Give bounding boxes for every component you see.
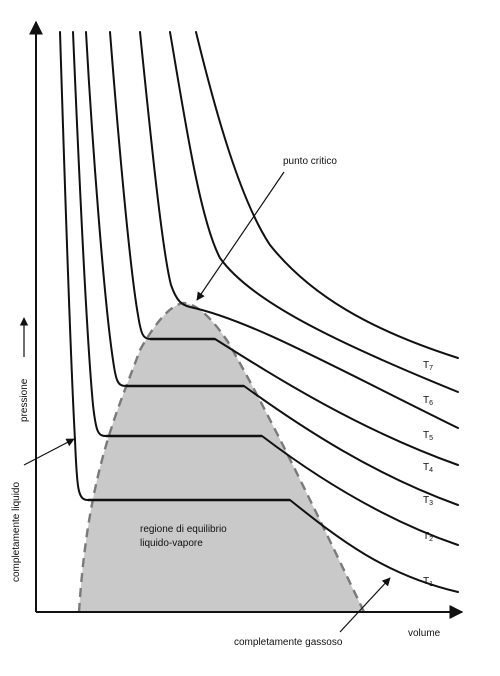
region-label-line2: liquido-vapore	[140, 538, 203, 549]
gas-label: completamente gassoso	[234, 637, 343, 648]
isotherm-label-t7: T7	[423, 360, 433, 372]
critical-point-arrow	[196, 171, 285, 301]
isotherm-label-t2: T2	[423, 531, 433, 543]
x-axis-label: volume	[408, 628, 441, 639]
dome-boundary-dashed	[77, 301, 366, 613]
critical-point-label: punto critico	[283, 156, 337, 167]
isotherm-t5	[139, 31, 459, 429]
isotherm-label-t1: T1	[423, 576, 433, 588]
isotherm-label-t4: T4	[423, 462, 433, 474]
equilibrium-region	[79, 303, 364, 612]
region-label-line1: regione di equilibrio	[140, 524, 227, 535]
isotherm-t2	[72, 31, 459, 546]
gas-arrow	[339, 577, 391, 633]
liquid-label: completamente liquido	[11, 482, 22, 582]
isotherm-t4	[109, 31, 459, 466]
y-axis-label: pressione	[19, 378, 30, 422]
isotherm-t1	[59, 31, 459, 593]
liquid-arrow	[23, 438, 75, 466]
isotherm-t3	[85, 31, 459, 506]
isotherm-label-t5: T5	[423, 430, 433, 442]
isotherm-label-t6: T6	[423, 395, 433, 407]
isotherm-t6	[169, 31, 459, 393]
isotherm-t7	[195, 31, 459, 359]
isotherm-label-t3: T3	[423, 495, 433, 507]
